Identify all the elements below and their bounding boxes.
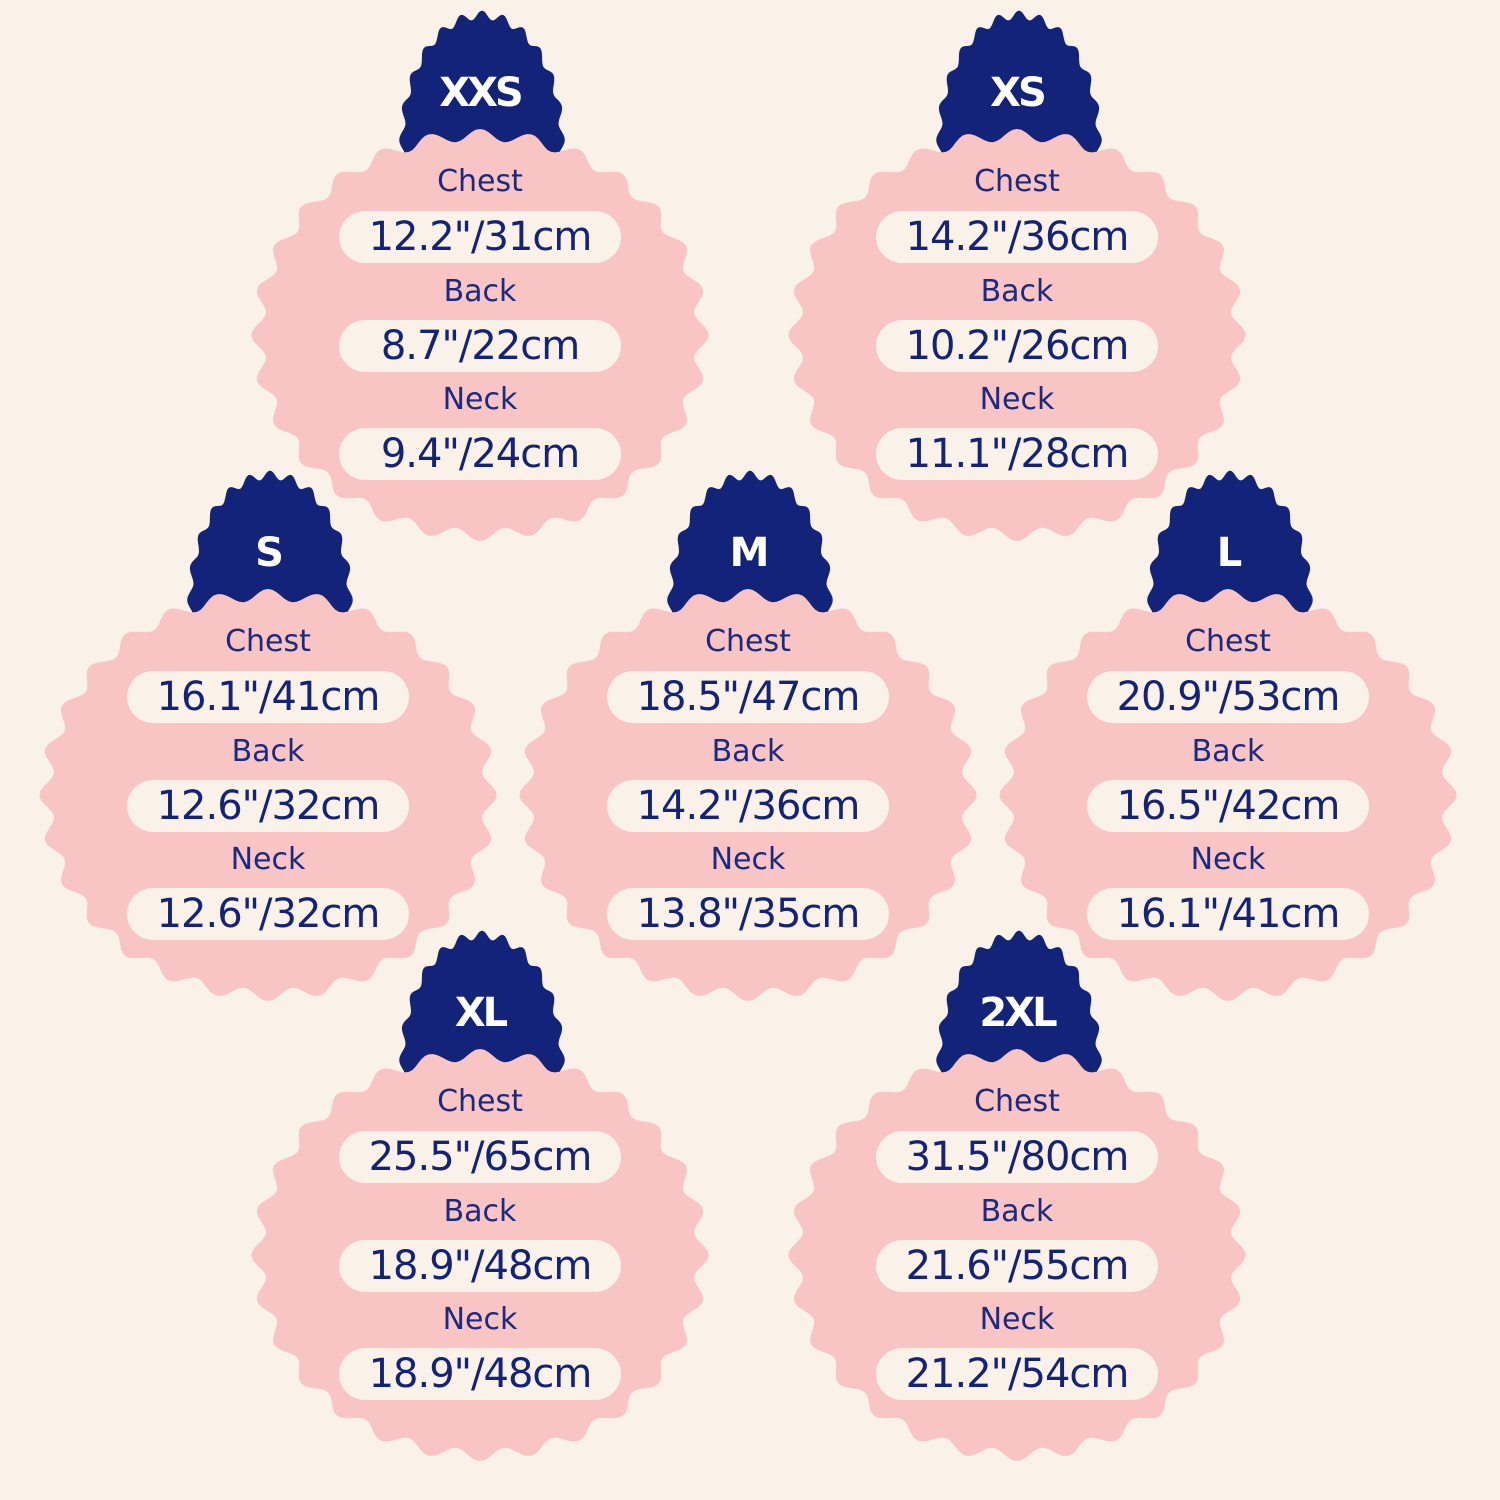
neck-value: 9.4"/24cm [339, 428, 621, 480]
neck-value: 12.6"/32cm [127, 888, 409, 940]
size-label: L [1216, 530, 1243, 576]
back-value: 16.5"/42cm [1087, 780, 1369, 832]
back-value: 10.2"/26cm [876, 320, 1158, 372]
neck-label: Neck [979, 1302, 1055, 1337]
size-label: XL [454, 990, 508, 1036]
chest-label: Chest [437, 164, 523, 199]
neck-label: Neck [979, 382, 1055, 417]
neck-label: Neck [230, 842, 306, 877]
neck-value: 16.1"/41cm [1087, 888, 1369, 940]
chest-label: Chest [1185, 624, 1271, 659]
back-label: Back [711, 734, 785, 769]
back-label: Back [443, 274, 517, 309]
chest-label: Chest [225, 624, 311, 659]
size-label: XS [990, 70, 1047, 116]
back-value: 14.2"/36cm [607, 780, 889, 832]
neck-value: 21.2"/54cm [876, 1348, 1158, 1400]
chest-value: 16.1"/41cm [127, 671, 409, 723]
chest-value: 18.5"/47cm [607, 671, 889, 723]
chest-value: 12.2"/31cm [339, 211, 621, 263]
size-label: M [729, 530, 770, 576]
chest-value: 20.9"/53cm [1087, 671, 1369, 723]
neck-label: Neck [710, 842, 786, 877]
back-label: Back [980, 274, 1054, 309]
neck-label: Neck [442, 382, 518, 417]
back-label: Back [980, 1194, 1054, 1229]
back-value: 18.9"/48cm [339, 1240, 621, 1292]
chest-value: 31.5"/80cm [876, 1131, 1158, 1183]
neck-value: 18.9"/48cm [339, 1348, 621, 1400]
back-value: 21.6"/55cm [876, 1240, 1158, 1292]
back-label: Back [231, 734, 305, 769]
chest-label: Chest [974, 164, 1060, 199]
back-value: 12.6"/32cm [127, 780, 409, 832]
chest-label: Chest [974, 1084, 1060, 1119]
size-label: 2XL [979, 990, 1057, 1036]
chest-label: Chest [437, 1084, 523, 1119]
neck-label: Neck [442, 1302, 518, 1337]
back-label: Back [1191, 734, 1265, 769]
size-label: S [255, 530, 284, 576]
back-value: 8.7"/22cm [339, 320, 621, 372]
neck-value: 11.1"/28cm [876, 428, 1158, 480]
back-label: Back [443, 1194, 517, 1229]
chest-value: 25.5"/65cm [339, 1131, 621, 1183]
neck-label: Neck [1190, 842, 1266, 877]
chest-value: 14.2"/36cm [876, 211, 1158, 263]
size-label: XXS [439, 70, 524, 116]
chest-label: Chest [705, 624, 791, 659]
neck-value: 13.8"/35cm [607, 888, 889, 940]
